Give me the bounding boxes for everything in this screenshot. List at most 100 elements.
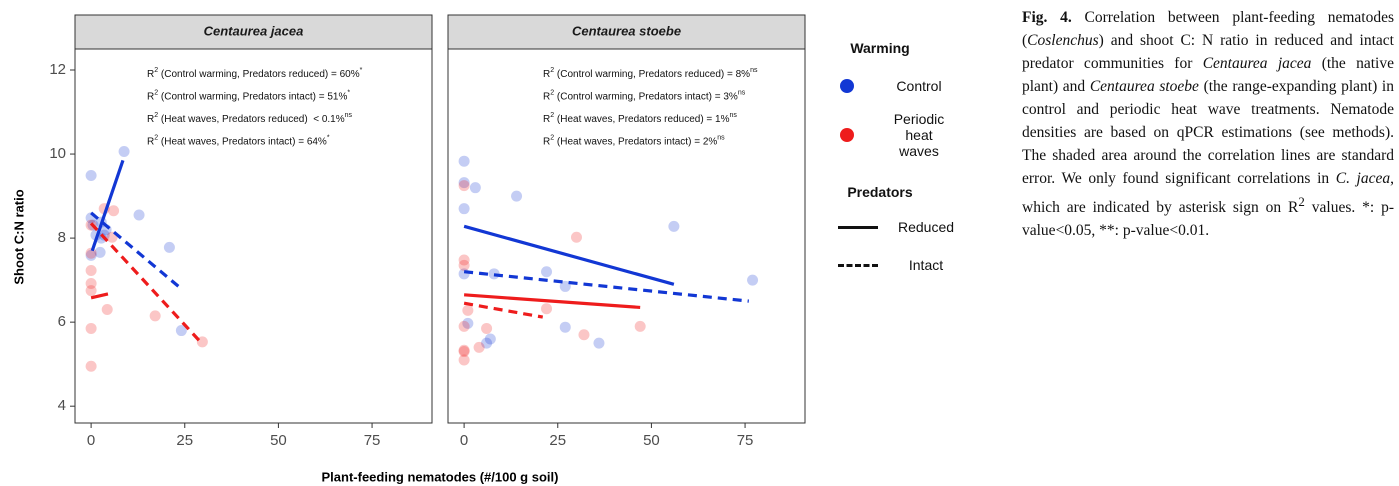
point	[559, 280, 571, 292]
r2-text: (Control warming, Predators intact) = 3%	[554, 91, 738, 102]
point	[118, 146, 130, 158]
point	[108, 205, 120, 217]
chart: Shoot C:N ratio Plant-feeding nematodes …	[11, 14, 806, 484]
fit-line	[90, 159, 125, 252]
point	[559, 321, 571, 333]
x-axis-label: Plant-feeding nematodes (#/100 g soil)	[322, 469, 559, 484]
point	[511, 190, 523, 202]
point	[473, 341, 485, 353]
point	[85, 322, 97, 334]
legend-title: Warming	[850, 40, 910, 56]
legend-label: Control	[896, 78, 942, 94]
r2-annotation: R2 (Heat waves, Predators intact) = 2%ns	[543, 134, 725, 147]
point	[85, 264, 97, 276]
point	[149, 310, 161, 322]
r2-sig: ns	[730, 112, 738, 119]
caption-text: Fig. 4.	[1022, 9, 1072, 26]
r2-text: (Heat waves, Predators intact) = 2%	[554, 136, 717, 147]
caption-text: (the native plant) and	[1022, 55, 1394, 95]
r2-annotation: R2 (Heat waves, Predators intact) = 64%*	[147, 134, 330, 147]
caption-text: Centaurea jacea	[1202, 55, 1312, 72]
caption-text: values. *: p-value<0.05, **: p-value<0.0…	[1022, 199, 1394, 240]
r2-sup: 2	[550, 89, 554, 96]
legend-swatch	[838, 263, 878, 267]
legend-label: Intact	[908, 257, 944, 273]
r2-annotation: R2 (Control warming, Predators reduced) …	[147, 67, 363, 80]
strip	[74, 14, 433, 50]
point	[163, 241, 175, 253]
r2-annotation: R2 (Control warming, Predators intact) =…	[543, 89, 746, 102]
legend-swatch	[840, 79, 854, 93]
caption-text: Coslenchus	[1027, 32, 1099, 49]
point	[85, 249, 97, 261]
r2-text: (Control warming, Predators reduced) = 8…	[554, 69, 750, 80]
x-tick-label: 0	[460, 432, 468, 449]
caption: Fig. 4. Correlation between plant-feedin…	[1022, 6, 1394, 242]
point	[94, 246, 106, 258]
point	[133, 209, 145, 221]
point	[85, 285, 97, 297]
r2-base: R	[147, 69, 154, 80]
fit-line	[463, 224, 675, 286]
r2-annotation: R2 (Control warming, Predators reduced) …	[543, 67, 758, 80]
strip	[447, 14, 806, 50]
point	[462, 304, 474, 316]
y-tick-label: 4	[58, 397, 66, 414]
point	[570, 231, 582, 243]
r2-annotation: R2 (Heat waves, Predators reduced) < 0.1…	[147, 112, 353, 125]
x-tick-label: 25	[549, 432, 566, 449]
point	[481, 337, 493, 349]
r2-base: R	[543, 136, 550, 147]
legend-swatch	[840, 128, 854, 142]
r2-sig: *	[327, 134, 330, 141]
x-tick-label: 50	[270, 432, 287, 449]
point	[541, 303, 553, 315]
legend-swatch	[838, 225, 878, 229]
r2-sup: 2	[550, 112, 554, 119]
point	[747, 274, 759, 286]
point	[458, 320, 470, 332]
point	[458, 177, 470, 189]
point	[458, 346, 470, 358]
point	[458, 354, 470, 366]
point	[484, 333, 496, 345]
fit-line	[90, 292, 109, 300]
r2-sup: 2	[154, 134, 158, 141]
point	[458, 259, 470, 271]
legend: Warming Control Periodic heat waves Predato…	[830, 40, 990, 284]
r2-text: (Heat waves, Predators reduced) < 0.1%	[158, 114, 345, 125]
point	[85, 277, 97, 289]
fit-line	[463, 270, 749, 303]
caption-text: , which are indicated by asterisk sign o…	[1022, 170, 1394, 217]
caption-text: C. jacea	[1335, 170, 1391, 187]
r2-sig: ns	[345, 112, 353, 119]
r2-base: R	[543, 69, 550, 80]
x-tick-label: 0	[87, 432, 95, 449]
r2-sig: ns	[750, 67, 758, 74]
r2-base: R	[147, 91, 154, 102]
point	[541, 266, 553, 278]
point	[469, 182, 481, 194]
point	[593, 337, 605, 349]
point	[458, 254, 470, 266]
r2-text: (Heat waves, Predators intact) = 64%	[158, 136, 327, 147]
r2-sig: ns	[738, 89, 746, 96]
facet-title: Centaurea stoebe	[572, 23, 681, 38]
fit-line	[90, 211, 183, 290]
legend-item: Intact	[830, 246, 990, 284]
r2-sup: 2	[154, 67, 158, 74]
legend-label: Reduced	[897, 219, 955, 235]
caption-text: (the range-expanding plant) in control a…	[1022, 78, 1394, 187]
point	[458, 180, 470, 192]
r2-base: R	[147, 114, 154, 125]
point	[175, 325, 187, 337]
r2-base: R	[543, 91, 550, 102]
x-tick-label: 75	[737, 432, 754, 449]
point	[481, 322, 493, 334]
legend-item: Periodic heat waves	[830, 106, 990, 164]
x-tick-label: 25	[176, 432, 193, 449]
panel	[74, 48, 433, 424]
fit-line	[89, 222, 203, 345]
legend-item: Reduced	[830, 208, 990, 246]
